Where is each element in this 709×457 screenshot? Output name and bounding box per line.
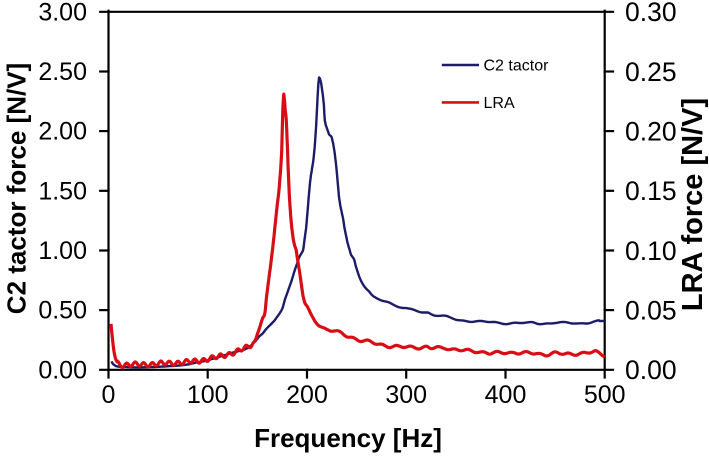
svg-text:2.50: 2.50 bbox=[38, 58, 87, 86]
svg-text:LRA force [N/V]: LRA force [N/V] bbox=[677, 98, 709, 311]
svg-text:2.00: 2.00 bbox=[38, 118, 87, 146]
svg-text:400: 400 bbox=[485, 381, 527, 409]
svg-text:0: 0 bbox=[102, 381, 116, 409]
svg-text:LRA: LRA bbox=[484, 95, 515, 112]
svg-text:0.05: 0.05 bbox=[625, 295, 677, 325]
svg-text:0.10: 0.10 bbox=[625, 236, 677, 266]
svg-text:0.20: 0.20 bbox=[625, 116, 677, 146]
svg-text:C2 tactor: C2 tactor bbox=[484, 58, 550, 75]
svg-text:1.00: 1.00 bbox=[38, 237, 87, 265]
svg-text:0.15: 0.15 bbox=[625, 176, 677, 206]
svg-text:300: 300 bbox=[385, 381, 427, 409]
svg-text:Frequency [Hz]: Frequency [Hz] bbox=[254, 423, 442, 453]
svg-text:0.50: 0.50 bbox=[38, 297, 87, 325]
svg-text:3.00: 3.00 bbox=[38, 0, 87, 26]
svg-text:0.25: 0.25 bbox=[625, 57, 677, 87]
svg-text:0.00: 0.00 bbox=[625, 355, 677, 385]
svg-text:0.00: 0.00 bbox=[38, 356, 87, 384]
svg-text:500: 500 bbox=[584, 381, 626, 409]
svg-text:100: 100 bbox=[187, 381, 229, 409]
svg-text:C2 tactor force [N/V]: C2 tactor force [N/V] bbox=[2, 63, 32, 314]
svg-text:1.50: 1.50 bbox=[38, 177, 87, 205]
svg-text:0.30: 0.30 bbox=[625, 0, 677, 27]
svg-text:200: 200 bbox=[286, 381, 328, 409]
